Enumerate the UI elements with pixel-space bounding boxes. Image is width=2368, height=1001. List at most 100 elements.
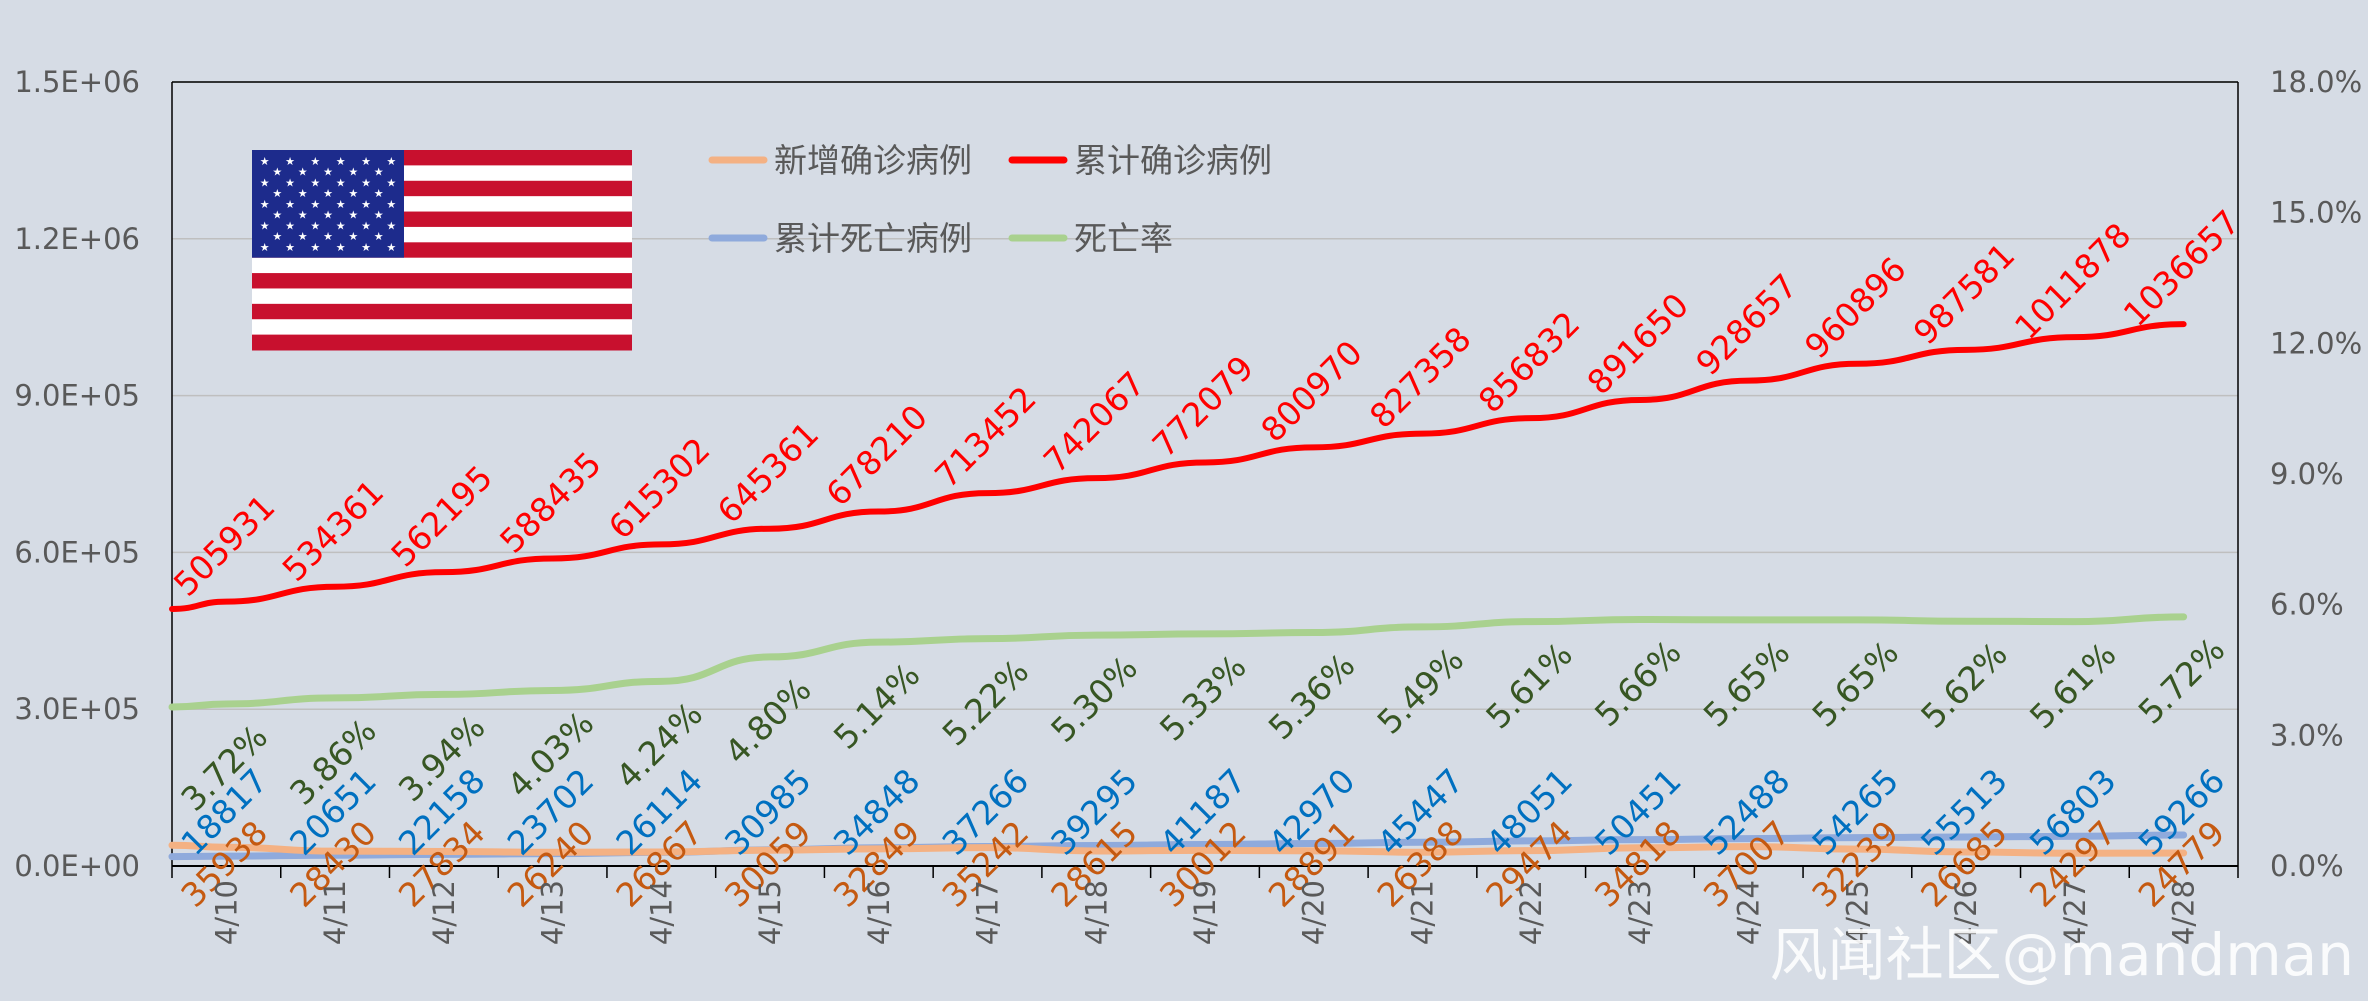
data-label-3: 5.61% bbox=[1478, 635, 1580, 737]
flag-star: ★ bbox=[260, 198, 270, 211]
flag-star: ★ bbox=[361, 176, 371, 189]
legend-label-2: 累计死亡病例 bbox=[774, 219, 972, 258]
flag-star: ★ bbox=[323, 187, 333, 200]
data-label-1: 1011878 bbox=[2007, 215, 2139, 347]
flag-star: ★ bbox=[386, 219, 396, 232]
y-right-tick-label: 15.0% bbox=[2270, 196, 2362, 230]
series-line-0 bbox=[168, 841, 2188, 857]
x-tick-label: 4/27 bbox=[2058, 880, 2092, 945]
y-right-tick-label: 18.0% bbox=[2270, 65, 2362, 99]
y-left-tick-label: 1.5E+06 bbox=[14, 65, 140, 99]
data-label-1: 800970 bbox=[1253, 333, 1370, 450]
flag-star: ★ bbox=[336, 198, 346, 211]
flag-star: ★ bbox=[298, 209, 308, 222]
x-tick-label: 4/19 bbox=[1188, 880, 1222, 945]
flag-star: ★ bbox=[310, 155, 320, 168]
flag-star: ★ bbox=[272, 187, 282, 200]
flag-stripe bbox=[252, 273, 632, 289]
flag-star: ★ bbox=[260, 176, 270, 189]
x-tick-label: 4/12 bbox=[427, 880, 461, 945]
y-left-tick-label: 0.0E+00 bbox=[14, 849, 140, 883]
flag-star: ★ bbox=[386, 176, 396, 189]
y-right-tick-label: 6.0% bbox=[2270, 588, 2344, 622]
x-tick-label: 4/14 bbox=[644, 880, 678, 945]
data-label-1: 827358 bbox=[1362, 319, 1479, 436]
flag-star: ★ bbox=[336, 176, 346, 189]
flag-star: ★ bbox=[272, 209, 282, 222]
x-tick-label: 4/24 bbox=[1732, 880, 1766, 945]
y-right-axis-ticks: 0.0% 3.0% 6.0% 9.0% 12.0% 15.0% 18.0% bbox=[2270, 65, 2362, 883]
data-label-3: 4.80% bbox=[717, 670, 819, 772]
data-label-3: 5.49% bbox=[1369, 640, 1471, 742]
flag-star: ★ bbox=[336, 155, 346, 168]
flag-star: ★ bbox=[323, 230, 333, 243]
x-tick-label: 4/11 bbox=[318, 880, 352, 945]
y-left-axis-ticks: 0.0E+00 3.0E+05 6.0E+05 9.0E+05 1.2E+06 1.5E+… bbox=[14, 65, 140, 883]
flag-star: ★ bbox=[285, 155, 295, 168]
flag-star: ★ bbox=[310, 241, 320, 254]
data-label-1: 856832 bbox=[1471, 304, 1588, 421]
y-right-tick-label: 3.0% bbox=[2270, 718, 2344, 752]
data-label-3: 5.62% bbox=[1913, 634, 2015, 736]
series-lines bbox=[168, 321, 2188, 861]
flag-star: ★ bbox=[348, 187, 358, 200]
data-label-1: 891650 bbox=[1579, 286, 1696, 403]
data-label-3: 5.66% bbox=[1587, 632, 1689, 734]
flag-star: ★ bbox=[310, 219, 320, 232]
flag-star: ★ bbox=[361, 155, 371, 168]
flag-star: ★ bbox=[374, 209, 384, 222]
flag-star: ★ bbox=[374, 187, 384, 200]
data-label-3: 5.36% bbox=[1261, 646, 1363, 748]
series-line-1 bbox=[169, 321, 2187, 612]
x-tick-label: 4/28 bbox=[2167, 880, 2201, 945]
legend-label-1: 累计确诊病例 bbox=[1074, 141, 1272, 180]
data-label-3: 5.61% bbox=[2022, 635, 2124, 737]
data-label-3: 5.30% bbox=[1043, 648, 1145, 750]
data-label-1: 615302 bbox=[601, 430, 718, 547]
x-tick-label: 4/13 bbox=[536, 880, 570, 945]
flag-star: ★ bbox=[323, 209, 333, 222]
data-label-1: 588435 bbox=[492, 444, 609, 561]
flag-stripe bbox=[252, 334, 632, 351]
flag-star: ★ bbox=[298, 166, 308, 179]
flag-star: ★ bbox=[285, 219, 295, 232]
flag-star: ★ bbox=[348, 166, 358, 179]
x-axis-ticks: 4/10 4/11 4/12 4/13 4/14 4/15 4/16 4/17 4/18 4/19… bbox=[209, 880, 2200, 945]
y-right-tick-label: 12.0% bbox=[2270, 326, 2362, 360]
y-left-tick-label: 9.0E+05 bbox=[14, 379, 140, 413]
x-tick-label: 4/20 bbox=[1297, 880, 1331, 945]
flag-star: ★ bbox=[386, 241, 396, 254]
flag-star: ★ bbox=[298, 187, 308, 200]
data-label-1: 960896 bbox=[1797, 249, 1914, 366]
flag-star: ★ bbox=[361, 198, 371, 211]
flag-star: ★ bbox=[374, 230, 384, 243]
flag-star: ★ bbox=[260, 219, 270, 232]
flag-star: ★ bbox=[285, 241, 295, 254]
flag-canton bbox=[252, 150, 404, 258]
flag-star: ★ bbox=[386, 198, 396, 211]
y-right-tick-label: 9.0% bbox=[2270, 457, 2344, 491]
flag-star: ★ bbox=[348, 209, 358, 222]
x-tick-label: 4/21 bbox=[1405, 880, 1439, 945]
y-left-tick-label: 6.0E+05 bbox=[14, 535, 140, 569]
series-line-3 bbox=[168, 613, 2188, 711]
flag-star: ★ bbox=[374, 166, 384, 179]
y-left-tick-label: 1.2E+06 bbox=[14, 222, 140, 256]
y-left-tick-label: 3.0E+05 bbox=[14, 692, 140, 726]
data-label-1: 505931 bbox=[166, 487, 283, 604]
data-label-1: 645361 bbox=[710, 414, 827, 531]
x-tick-label: 4/17 bbox=[971, 880, 1005, 945]
x-tick-label: 4/15 bbox=[753, 880, 787, 945]
flag-star: ★ bbox=[386, 155, 396, 168]
x-tick-label: 4/10 bbox=[209, 880, 243, 945]
data-label-1: 678210 bbox=[818, 397, 935, 514]
us-flag-icon: ★ ★ ★ ★ ★ ★★ ★ ★ ★ ★★ ★ ★ ★ ★ ★★ ★ ★ ★ ★★ ★ ★ ★ ★ ★★ ★ ★ ★ ★★ ★ ★ ★ ★ ★★… bbox=[252, 150, 632, 351]
x-tick-label: 4/16 bbox=[862, 880, 896, 945]
x-tick-label: 4/26 bbox=[1949, 880, 1983, 945]
data-label-3: 5.72% bbox=[2131, 630, 2233, 732]
data-label-1: 562195 bbox=[383, 458, 500, 575]
y-right-tick-label: 0.0% bbox=[2270, 849, 2344, 883]
legend-label-0: 新增确诊病例 bbox=[774, 141, 972, 180]
x-tick-label: 4/18 bbox=[1079, 880, 1113, 945]
